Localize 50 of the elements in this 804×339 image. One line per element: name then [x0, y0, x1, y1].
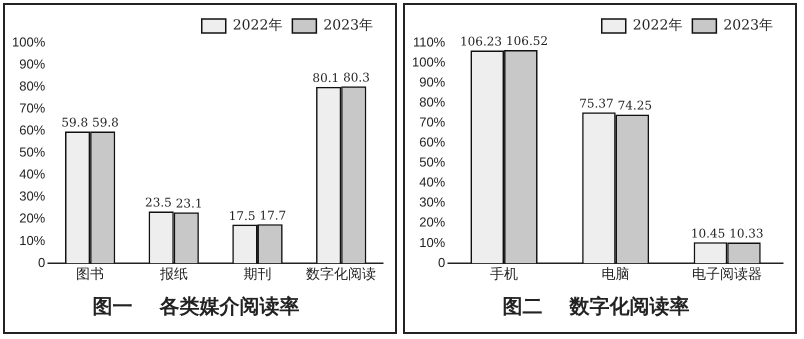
- y-tick-label: 10%: [19, 232, 46, 248]
- x-tick-label: 图书: [76, 265, 104, 282]
- legend-label: 2022年: [632, 18, 682, 34]
- data-label: 74.25: [618, 98, 652, 113]
- y-tick-label: 20%: [419, 214, 446, 230]
- x-tick-label: 期刊: [243, 265, 272, 282]
- data-label: 23.5: [145, 196, 172, 210]
- y-tick-label: 20%: [19, 210, 46, 226]
- x-tick-label: 数字化阅读: [306, 265, 376, 282]
- legend-label: 2023年: [323, 18, 374, 34]
- y-tick-label: 30%: [419, 194, 446, 210]
- data-label: 106.52: [506, 34, 548, 48]
- y-tick-label: 110%: [412, 34, 446, 50]
- y-tick-label: 60%: [419, 134, 446, 150]
- data-label: 75.37: [579, 96, 614, 110]
- y-tick-label: 60%: [19, 122, 46, 138]
- data-label: 59.8: [61, 116, 88, 130]
- y-tick-label: 80%: [19, 78, 46, 94]
- y-tick-label: 10%: [419, 234, 446, 250]
- y-tick-label: 40%: [419, 174, 446, 190]
- y-tick-label: 80%: [419, 94, 446, 110]
- data-label: 106.23: [460, 34, 502, 49]
- x-tick-label: 电子阅读器: [692, 265, 762, 282]
- legend-label: 2023年: [723, 18, 774, 34]
- x-tick-label: 手机: [490, 265, 518, 282]
- y-tick-label: 40%: [19, 166, 46, 182]
- data-label: 10.33: [729, 226, 764, 241]
- y-tick-label: 70%: [19, 100, 46, 116]
- data-label: 17.5: [228, 208, 256, 223]
- y-tick-label: 30%: [19, 188, 46, 204]
- data-label: 80.1: [312, 70, 340, 85]
- y-tick-label: 50%: [19, 144, 46, 160]
- y-tick-label: 90%: [419, 74, 446, 90]
- data-label: 10.45: [690, 226, 726, 240]
- y-tick-label: 70%: [419, 114, 446, 130]
- y-tick-label: 100%: [12, 34, 46, 50]
- y-tick-label: 50%: [419, 154, 446, 170]
- y-tick-label: 0: [438, 254, 446, 270]
- data-label: 23.1: [176, 196, 202, 210]
- y-tick-label: 90%: [19, 56, 46, 72]
- x-tick-label: 报纸: [158, 265, 188, 282]
- text: 图二 数字化阅读率: [502, 294, 690, 318]
- data-label: 80.3: [343, 70, 370, 85]
- data-label: 59.8: [92, 116, 119, 130]
- y-tick-label: 0: [38, 254, 46, 270]
- y-tick-label: 100%: [412, 54, 446, 70]
- data-label: 17.7: [259, 208, 286, 222]
- x-tick-label: 电脑: [602, 265, 630, 282]
- text: 图一 各类媒介阅读率: [92, 294, 300, 318]
- legend-label: 2022年: [232, 18, 282, 34]
